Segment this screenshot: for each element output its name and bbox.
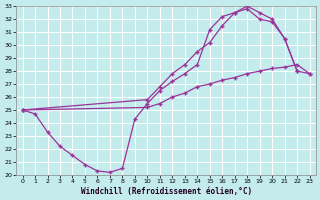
X-axis label: Windchill (Refroidissement éolien,°C): Windchill (Refroidissement éolien,°C) [81, 187, 252, 196]
